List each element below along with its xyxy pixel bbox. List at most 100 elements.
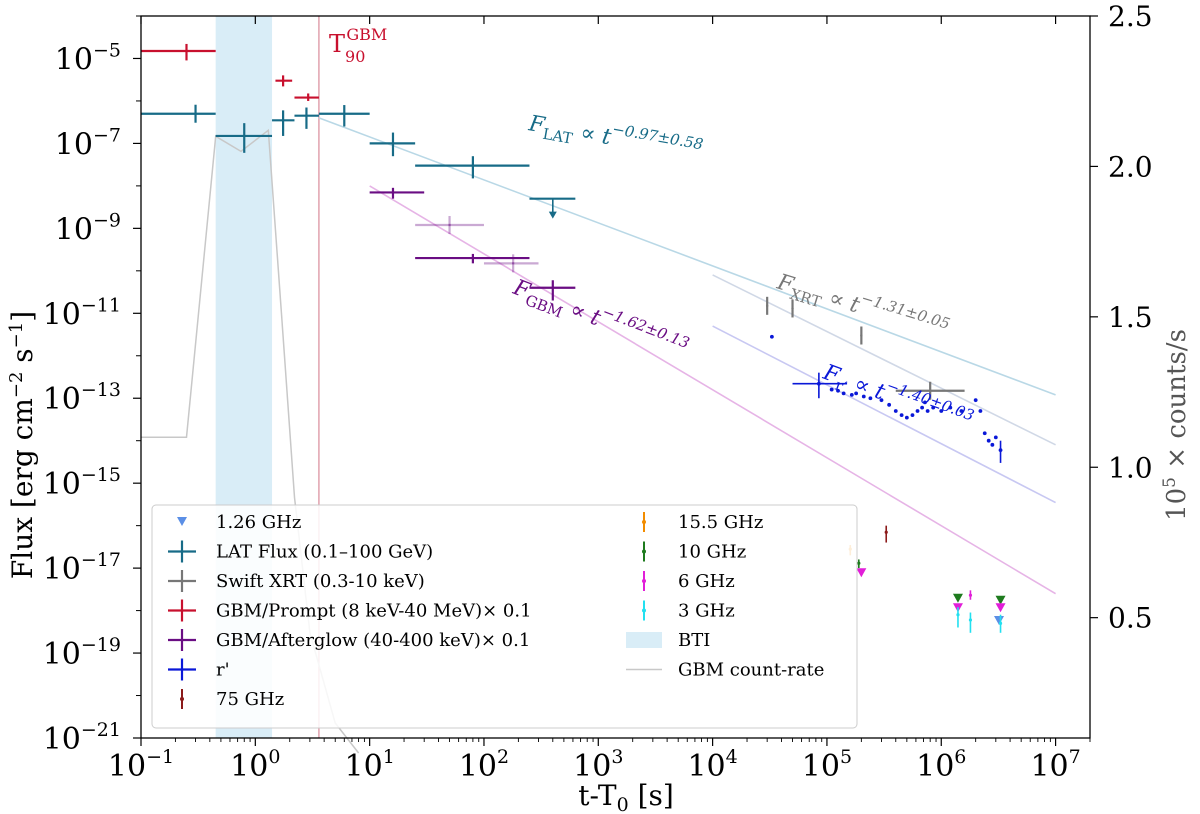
fit-label-lat: FLAT ∝ t−0.97±0.58: [525, 105, 704, 170]
data-point: [948, 405, 953, 410]
legend-label: BTI: [678, 630, 710, 651]
x-tick-label: 10−1: [108, 746, 174, 784]
y-tick-label: 10−21: [43, 719, 121, 757]
series-4: [769, 334, 1003, 463]
legend-entry: 15.5 GHz: [642, 512, 763, 533]
data-point: [791, 307, 794, 310]
x-tick-label: 101: [345, 746, 395, 784]
data-point-upper-limit: [995, 603, 1006, 613]
legend-marker: [626, 632, 662, 648]
legend-marker: [642, 549, 646, 554]
data-point: [968, 618, 973, 622]
data-point: [879, 398, 884, 403]
legend-entry: LAT Flux (0.1–100 GeV): [168, 540, 433, 563]
data-point: [281, 119, 285, 122]
y-axis-title: Flux [erg cm−2 s−1]: [6, 311, 39, 579]
x-tick-label: 105: [802, 746, 852, 784]
data-point: [990, 442, 995, 447]
legend-entry: GBM/Afterglow (40-400 keV)× 0.1: [168, 629, 530, 651]
data-point: [860, 334, 863, 337]
axes-layer: 10−1 100 101 102 103 104 105 106 107 10−5 10−7 10−9…: [43, 0, 1153, 784]
data-point: [769, 334, 774, 339]
fit-line-f-lat: [318, 117, 1056, 396]
legend-label: 6 GHz: [678, 571, 735, 592]
data-point: [887, 402, 892, 407]
data-point: [471, 256, 475, 260]
legend-label: 3 GHz: [678, 601, 735, 622]
data-point: [939, 409, 944, 413]
legend-entry: BTI: [626, 630, 710, 651]
legend-marker: [642, 608, 646, 613]
data-point: [928, 389, 932, 392]
series-1: [765, 296, 965, 400]
data-point: [841, 391, 846, 396]
legend-label: 10 GHz: [678, 542, 746, 563]
data-point: [243, 134, 246, 138]
data-point: [998, 448, 1003, 453]
x-axis-title: t-T0 [s]: [578, 779, 674, 814]
series-6: [994, 616, 1005, 626]
legend-box: [151, 504, 858, 729]
series-3: [369, 187, 576, 301]
y2-tick-label: 2.5: [1108, 0, 1153, 33]
x-tick-label: 100: [230, 746, 280, 784]
data-point: [511, 262, 515, 265]
data-point: [551, 286, 554, 289]
legend-entry: 10 GHz: [642, 541, 746, 563]
data-point: [978, 409, 983, 413]
legend-marker: [642, 579, 646, 583]
y2-tick-label: 1.5: [1108, 301, 1153, 334]
legend-label: r': [216, 660, 230, 681]
legend-entry: 75 GHz: [180, 689, 284, 710]
legend-entry: 6 GHz: [642, 571, 735, 592]
data-point: [923, 400, 927, 405]
data-point: [910, 413, 915, 418]
data-point: [816, 381, 821, 386]
x-tick-label: 103: [573, 746, 623, 784]
y-tick-label: 10−5: [55, 39, 121, 77]
data-point: [185, 49, 188, 53]
series-0: [141, 104, 576, 219]
legend-label: GBM/Afterglow (40-400 keV)× 0.1: [216, 630, 530, 651]
upper-limit-arrow: [548, 211, 557, 219]
data-point: [956, 613, 960, 617]
data-point: [861, 394, 866, 399]
data-point: [998, 621, 1003, 625]
data-point: [829, 387, 834, 392]
plot-frame: [140, 15, 1091, 739]
data-point: [281, 79, 285, 82]
y-tick-label: 10−9: [55, 209, 121, 247]
data-point: [343, 112, 346, 115]
data-point: [391, 142, 395, 145]
data-point: [194, 112, 197, 115]
data-point: [899, 413, 904, 418]
fit-lines-layer: [318, 117, 1056, 595]
y2-axis-title: 105 × counts/s: [1160, 329, 1192, 521]
data-point: [884, 530, 888, 534]
t90-label: T90GBM: [329, 25, 387, 66]
y-tick-label: 10−7: [55, 124, 121, 162]
data-point: [973, 398, 978, 403]
data-point: [849, 392, 854, 397]
y-tick-label: 10−13: [43, 379, 121, 417]
data-point: [306, 96, 310, 99]
series-10: [956, 607, 1003, 633]
x-tick-label: 106: [916, 746, 966, 784]
data-point: [868, 396, 873, 401]
data-point-upper-limit: [995, 595, 1006, 605]
data-point: [836, 388, 840, 393]
fit-line-f-r: [712, 325, 1056, 504]
series-2: [141, 43, 319, 101]
data-point: [305, 114, 308, 117]
x-tick-label: 107: [1030, 746, 1080, 784]
y-tick-label: 10−15: [43, 464, 121, 502]
data-point: [925, 409, 930, 413]
y2-tick-label: 0.5: [1108, 602, 1153, 635]
data-point-upper-limit: [952, 593, 963, 603]
data-point: [915, 409, 920, 413]
data-point: [920, 405, 925, 410]
legend-entry: 3 GHz: [642, 600, 735, 622]
legend-label: LAT Flux (0.1–100 GeV): [216, 542, 433, 563]
